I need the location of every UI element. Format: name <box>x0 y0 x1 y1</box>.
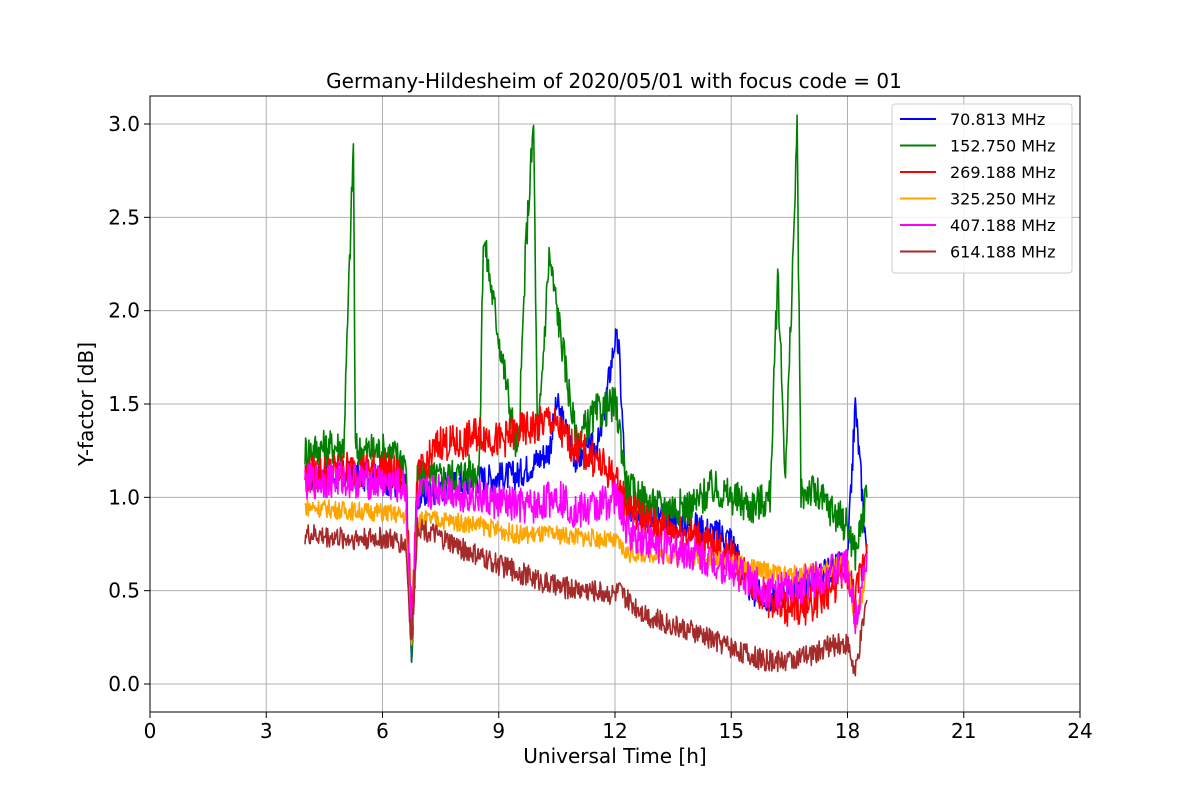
x-tick-label: 0 <box>144 719 157 743</box>
x-tick-label: 24 <box>1067 719 1092 743</box>
x-tick-label: 12 <box>602 719 627 743</box>
y-tick-label: 2.0 <box>108 299 140 323</box>
legend-box <box>891 103 1073 274</box>
y-tick-label: 2.5 <box>108 205 140 229</box>
legend: 70.813 MHz 152.750 MHz 269.188 MHz 325.250 … <box>891 103 1073 274</box>
y-tick-label: 0.5 <box>108 579 140 603</box>
series-line <box>304 461 868 639</box>
x-tick-label: 21 <box>951 719 976 743</box>
legend-label: 407.188 MHz <box>950 216 1055 235</box>
x-tick-label: 3 <box>260 719 273 743</box>
chart-title: Germany-Hildesheim of 2020/05/01 with fo… <box>326 69 902 93</box>
x-tick-label: 6 <box>376 719 389 743</box>
x-axis-label: Universal Time [h] <box>523 744 706 768</box>
y-tick-label: 1.0 <box>108 485 140 509</box>
y-axis-label: Y-factor [dB] <box>74 342 98 467</box>
series-line <box>304 498 868 646</box>
ticks: 0 3 6 9 12 15 18 21 24 0.0 0.5 1.0 1.5 2.0 2.5 3.0 <box>108 112 1093 743</box>
legend-label: 269.188 MHz <box>950 163 1055 182</box>
legend-label: 325.250 MHz <box>950 190 1055 209</box>
x-tick-label: 18 <box>835 719 860 743</box>
y-tick-label: 3.0 <box>108 112 140 136</box>
x-tick-label: 15 <box>719 719 744 743</box>
y-tick-label: 0.0 <box>108 672 140 696</box>
series-layer <box>304 114 868 677</box>
legend-label: 614.188 MHz <box>950 243 1055 262</box>
y-tick-label: 1.5 <box>108 392 140 416</box>
legend-label: 70.813 MHz <box>950 110 1045 129</box>
series-line <box>304 516 868 677</box>
x-tick-label: 9 <box>492 719 505 743</box>
legend-label: 152.750 MHz <box>950 137 1055 156</box>
